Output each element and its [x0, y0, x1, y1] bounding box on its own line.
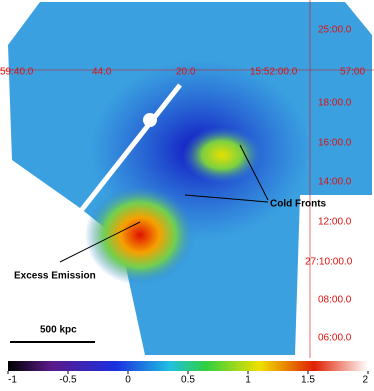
- slit-center: [143, 113, 157, 127]
- colorbar-tick-label: -1: [8, 375, 17, 386]
- coord-label: 08:00.0: [318, 295, 352, 306]
- colorbar-tick-label: 0.5: [181, 375, 195, 386]
- slit: [78, 83, 182, 214]
- coord-label: 57:00: [340, 67, 365, 78]
- colorbar: [8, 361, 368, 371]
- pointer: [239, 144, 269, 201]
- coord-label: 06:00.0: [318, 333, 352, 344]
- colorbar-tick-label: 0: [125, 375, 131, 386]
- coord-label: 44.0: [92, 67, 112, 78]
- coord-label: 14:00.0: [318, 177, 352, 188]
- annotation: Cold Fronts: [270, 199, 327, 210]
- coord-label: 20.0: [176, 67, 196, 78]
- coord-label: 15:52:00.0: [250, 67, 298, 78]
- pointer: [184, 194, 269, 203]
- annotation: 500 kpc: [40, 325, 77, 336]
- coord-label: 27:10:00.0: [305, 257, 353, 268]
- colorbar-tick-label: -0.5: [59, 375, 77, 386]
- excess-region: [85, 185, 195, 285]
- colorbar-tick-label: 1.5: [301, 375, 315, 386]
- coord-label: 25:00.0: [318, 25, 352, 36]
- colorbar-tick-label: 1: [245, 375, 251, 386]
- coord-label: 59:40.0: [0, 67, 34, 78]
- pointer: [59, 221, 141, 263]
- colorbar-tick-label: 2: [362, 375, 368, 386]
- coord-label: 18:00.0: [318, 98, 352, 109]
- annotation: Excess Emission: [14, 271, 96, 282]
- coord-label: 12:00.0: [318, 217, 352, 228]
- cold-core: [182, 127, 262, 183]
- coord-label: 16:00.0: [318, 138, 352, 149]
